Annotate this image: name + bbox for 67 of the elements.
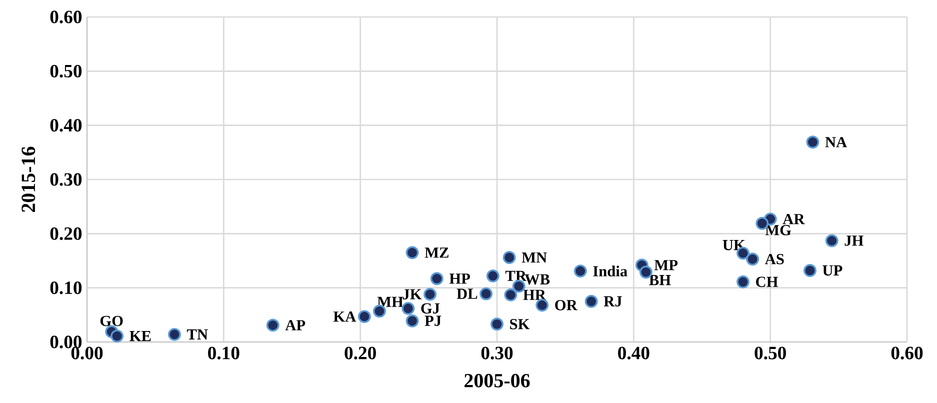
annotation: SK: [510, 318, 530, 330]
annotation: India: [593, 266, 628, 276]
annotation: JK: [402, 289, 422, 300]
y-tick-label: 0.30: [50, 173, 82, 186]
y-tick-label: 0.10: [50, 281, 82, 294]
x-tick-label: 0.20: [344, 346, 376, 360]
y-tick-label: 0.60: [50, 10, 82, 24]
point: [502, 251, 516, 264]
y-tick-label: 0.50: [50, 64, 82, 78]
annotation: MH: [377, 296, 404, 307]
x-tick-label: 0.00: [71, 346, 103, 360]
annotation: GO: [100, 316, 123, 326]
x-tick-label: 0.60: [891, 346, 923, 360]
point: [804, 264, 816, 277]
point: [266, 318, 280, 332]
annotation: WB: [524, 274, 550, 285]
annotation: NA: [825, 137, 848, 148]
point: [486, 269, 500, 282]
point: [424, 288, 437, 301]
annotation: BH: [649, 275, 671, 286]
annotation: AS: [764, 254, 784, 264]
annotation: KA: [333, 311, 356, 322]
annotation: DL: [456, 288, 478, 299]
annotation: GJ: [421, 303, 440, 314]
point: [746, 252, 760, 266]
y-tick-label: 0.20: [50, 227, 82, 240]
y-tick-label: 0.40: [50, 118, 82, 132]
annotation: TN: [186, 329, 208, 340]
y-tick-label: 0.00: [50, 336, 82, 348]
annotation: UP: [822, 265, 842, 276]
annotation: MN: [522, 252, 547, 263]
annotation: HR: [523, 290, 546, 300]
point: [480, 287, 493, 300]
annotation: MP: [654, 260, 678, 270]
annotation: OR: [555, 300, 578, 310]
annotation: MG: [765, 224, 792, 236]
point: [430, 272, 444, 286]
point: [536, 298, 549, 312]
point: [358, 310, 371, 324]
point: [490, 318, 504, 331]
point: [825, 234, 838, 248]
annotation: MZ: [424, 248, 448, 258]
x-tick-label: 0.50: [754, 346, 786, 360]
x-tick-label: 0.40: [618, 346, 650, 360]
point: [584, 294, 598, 308]
x-tick-label: 0.10: [208, 346, 240, 360]
point: [406, 246, 419, 260]
annotation: AP: [285, 320, 306, 330]
annotation: HP: [449, 274, 470, 284]
point: [406, 314, 419, 328]
annotation: TR: [505, 270, 527, 281]
point: [402, 302, 415, 315]
point: [574, 264, 587, 278]
y-axis-title: 2015-16: [22, 146, 36, 212]
annotation: CH: [756, 276, 778, 288]
point: [736, 275, 750, 288]
point: [504, 288, 518, 302]
point: [110, 330, 124, 343]
annotation: RJ: [604, 296, 622, 306]
point: [806, 136, 820, 149]
x-tick-label: 0.30: [481, 346, 513, 360]
annotation: KE: [130, 331, 151, 342]
annotation: JH: [844, 236, 864, 246]
annotation: PJ: [424, 316, 442, 326]
point: [168, 328, 181, 341]
x-axis-title: 2005-06: [464, 374, 530, 388]
annotation: AR: [782, 214, 805, 224]
